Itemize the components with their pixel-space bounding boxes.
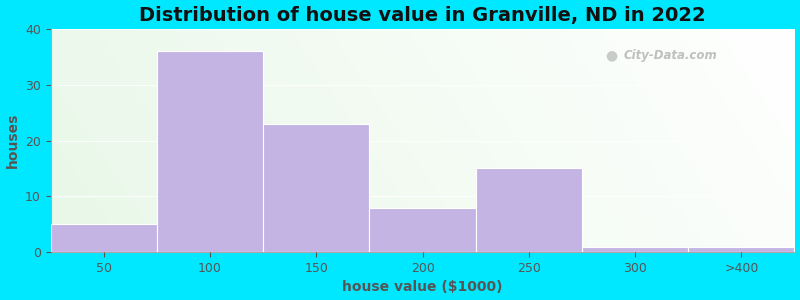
Bar bbox=[263, 124, 370, 252]
Bar bbox=[476, 168, 582, 252]
Bar bbox=[157, 51, 263, 252]
Text: ●: ● bbox=[605, 49, 617, 63]
X-axis label: house value ($1000): house value ($1000) bbox=[342, 280, 503, 294]
Bar bbox=[582, 247, 688, 252]
Bar bbox=[50, 224, 157, 252]
Title: Distribution of house value in Granville, ND in 2022: Distribution of house value in Granville… bbox=[139, 6, 706, 25]
Bar bbox=[688, 247, 794, 252]
Text: City-Data.com: City-Data.com bbox=[623, 49, 717, 62]
Y-axis label: houses: houses bbox=[6, 113, 19, 168]
Bar bbox=[370, 208, 476, 252]
